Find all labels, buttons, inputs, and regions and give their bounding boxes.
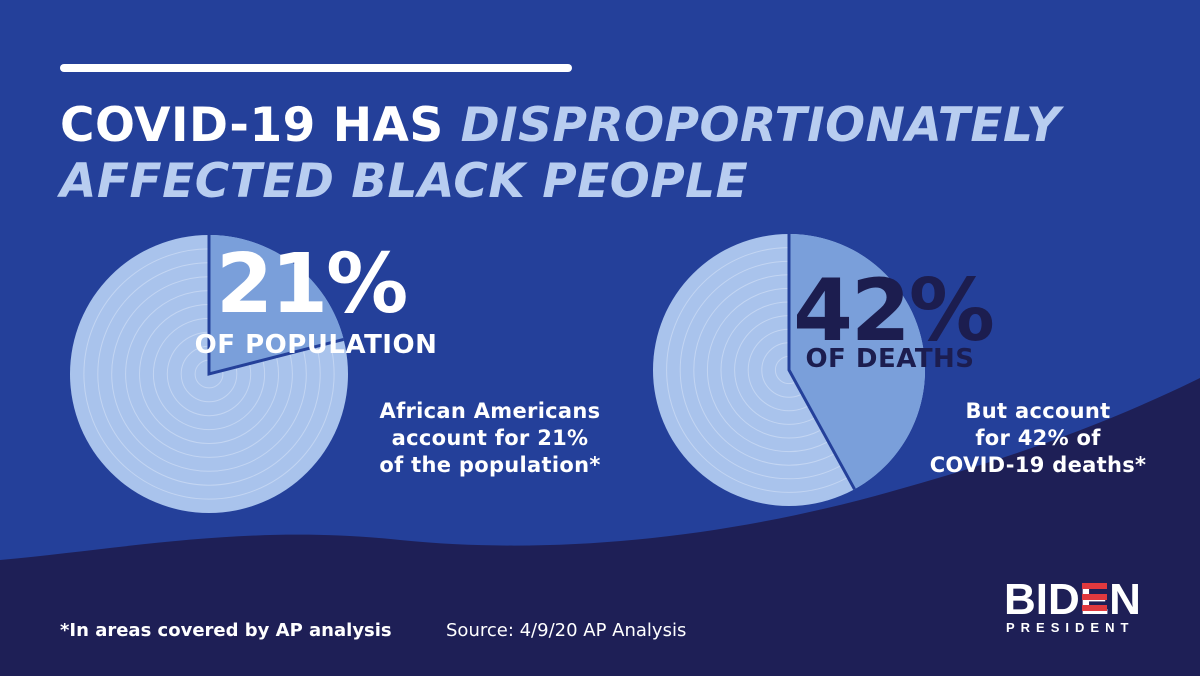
headline-emphasis-1: DISPROPORTIONATELY xyxy=(460,98,1061,153)
population-slice-african-americans xyxy=(209,235,344,374)
deaths-caption-line: COVID-19 deaths* xyxy=(929,453,1147,477)
headline-plain: COVID-19 HAS xyxy=(60,98,444,153)
population-caption: African Americans account for 21% of the… xyxy=(360,398,620,479)
population-caption-line: of the population* xyxy=(379,453,601,477)
population-caption-line: account for 21% xyxy=(391,426,589,450)
population-value-label: 21% xyxy=(216,237,408,332)
deaths-caption: But account for 42% of COVID-19 deaths* xyxy=(918,398,1158,479)
population-slice-edge xyxy=(207,235,345,376)
logo-flag-stripes xyxy=(1081,583,1108,616)
population-caption-line: African Americans xyxy=(379,399,601,423)
population-sub-label: OF POPULATION xyxy=(194,330,438,360)
deaths-value-label: 42% xyxy=(793,261,995,361)
bottom-wave xyxy=(0,378,1200,676)
deaths-slice-edge xyxy=(787,234,856,490)
deaths-sub-label: OF DEATHS xyxy=(805,344,975,374)
pie-chart-population xyxy=(70,235,348,513)
deaths-slice-african-americans xyxy=(789,234,926,490)
pie-chart-deaths xyxy=(653,234,926,506)
logo-subtitle: PRESIDENT xyxy=(1006,620,1135,635)
deaths-caption-line: for 42% of xyxy=(975,426,1101,450)
headline: COVID-19 HAS DISPROPORTIONATELY AFFECTED… xyxy=(60,98,1160,210)
logo-wordmark: BIDEN xyxy=(1004,575,1141,624)
biden-president-logo: BIDEN PRESIDENT xyxy=(1004,578,1154,638)
top-rule xyxy=(60,64,572,72)
headline-emphasis-2: AFFECTED BLACK PEOPLE xyxy=(60,154,749,209)
source-note: Source: 4/9/20 AP Analysis xyxy=(446,620,687,641)
footnote: *In areas covered by AP analysis xyxy=(60,620,392,641)
deaths-caption-line: But account xyxy=(965,399,1111,423)
